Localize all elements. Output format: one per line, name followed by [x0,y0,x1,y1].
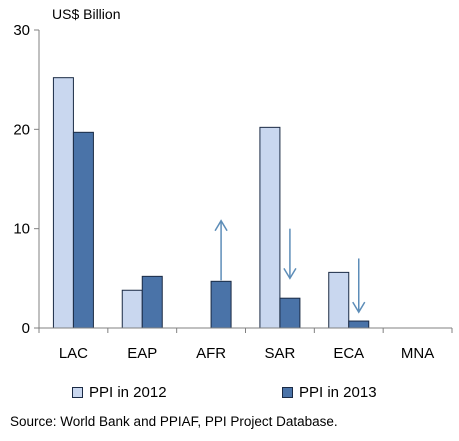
category-label-sar: SAR [264,345,295,362]
legend-label-2013: PPI in 2013 [299,384,377,401]
legend-swatch-2012 [72,387,83,398]
arrowhead-down-eca [352,301,366,314]
source-note: Source: World Bank and PPIAF, PPI Projec… [10,414,338,429]
category-label-eap: EAP [127,345,157,362]
bar-2013-lac [72,131,94,329]
y-axis-ticks: 0 10 20 30 [13,22,39,337]
legend: PPI in 2012 PPI in 2013 [72,384,432,404]
category-label-afr: AFR [196,345,226,362]
bar-2012-sar [259,126,281,329]
y-axis-unit-label: US$ Billion [52,6,120,22]
bar-2013-sar [279,297,301,329]
bars [52,77,370,329]
category-label-lac: LAC [59,345,88,362]
arrowhead-down-sar [283,267,297,280]
arrowhead-up-afr [214,219,228,232]
bar-2012-eca [328,271,350,329]
bar-2013-afr [210,280,232,329]
bar-2012-eap [121,289,143,329]
legend-label-2012: PPI in 2012 [89,384,167,401]
y-tick-label: 20 [13,121,30,138]
category-label-mna: MNA [401,345,434,362]
y-tick-label: 0 [22,320,30,337]
change-arrows [214,219,366,314]
legend-item-2012: PPI in 2012 [72,384,167,401]
legend-swatch-2013 [282,387,293,398]
bar-2013-eap [141,275,163,329]
y-tick-label: 10 [13,221,30,238]
y-tick-label: 30 [13,22,30,39]
legend-item-2013: PPI in 2013 [282,384,377,401]
category-label-eca: ECA [333,345,364,362]
x-axis-labels: LAC EAP AFR SAR ECA MNA [38,328,453,362]
bar-2012-lac [52,77,74,329]
bar-2013-eca [348,320,370,329]
